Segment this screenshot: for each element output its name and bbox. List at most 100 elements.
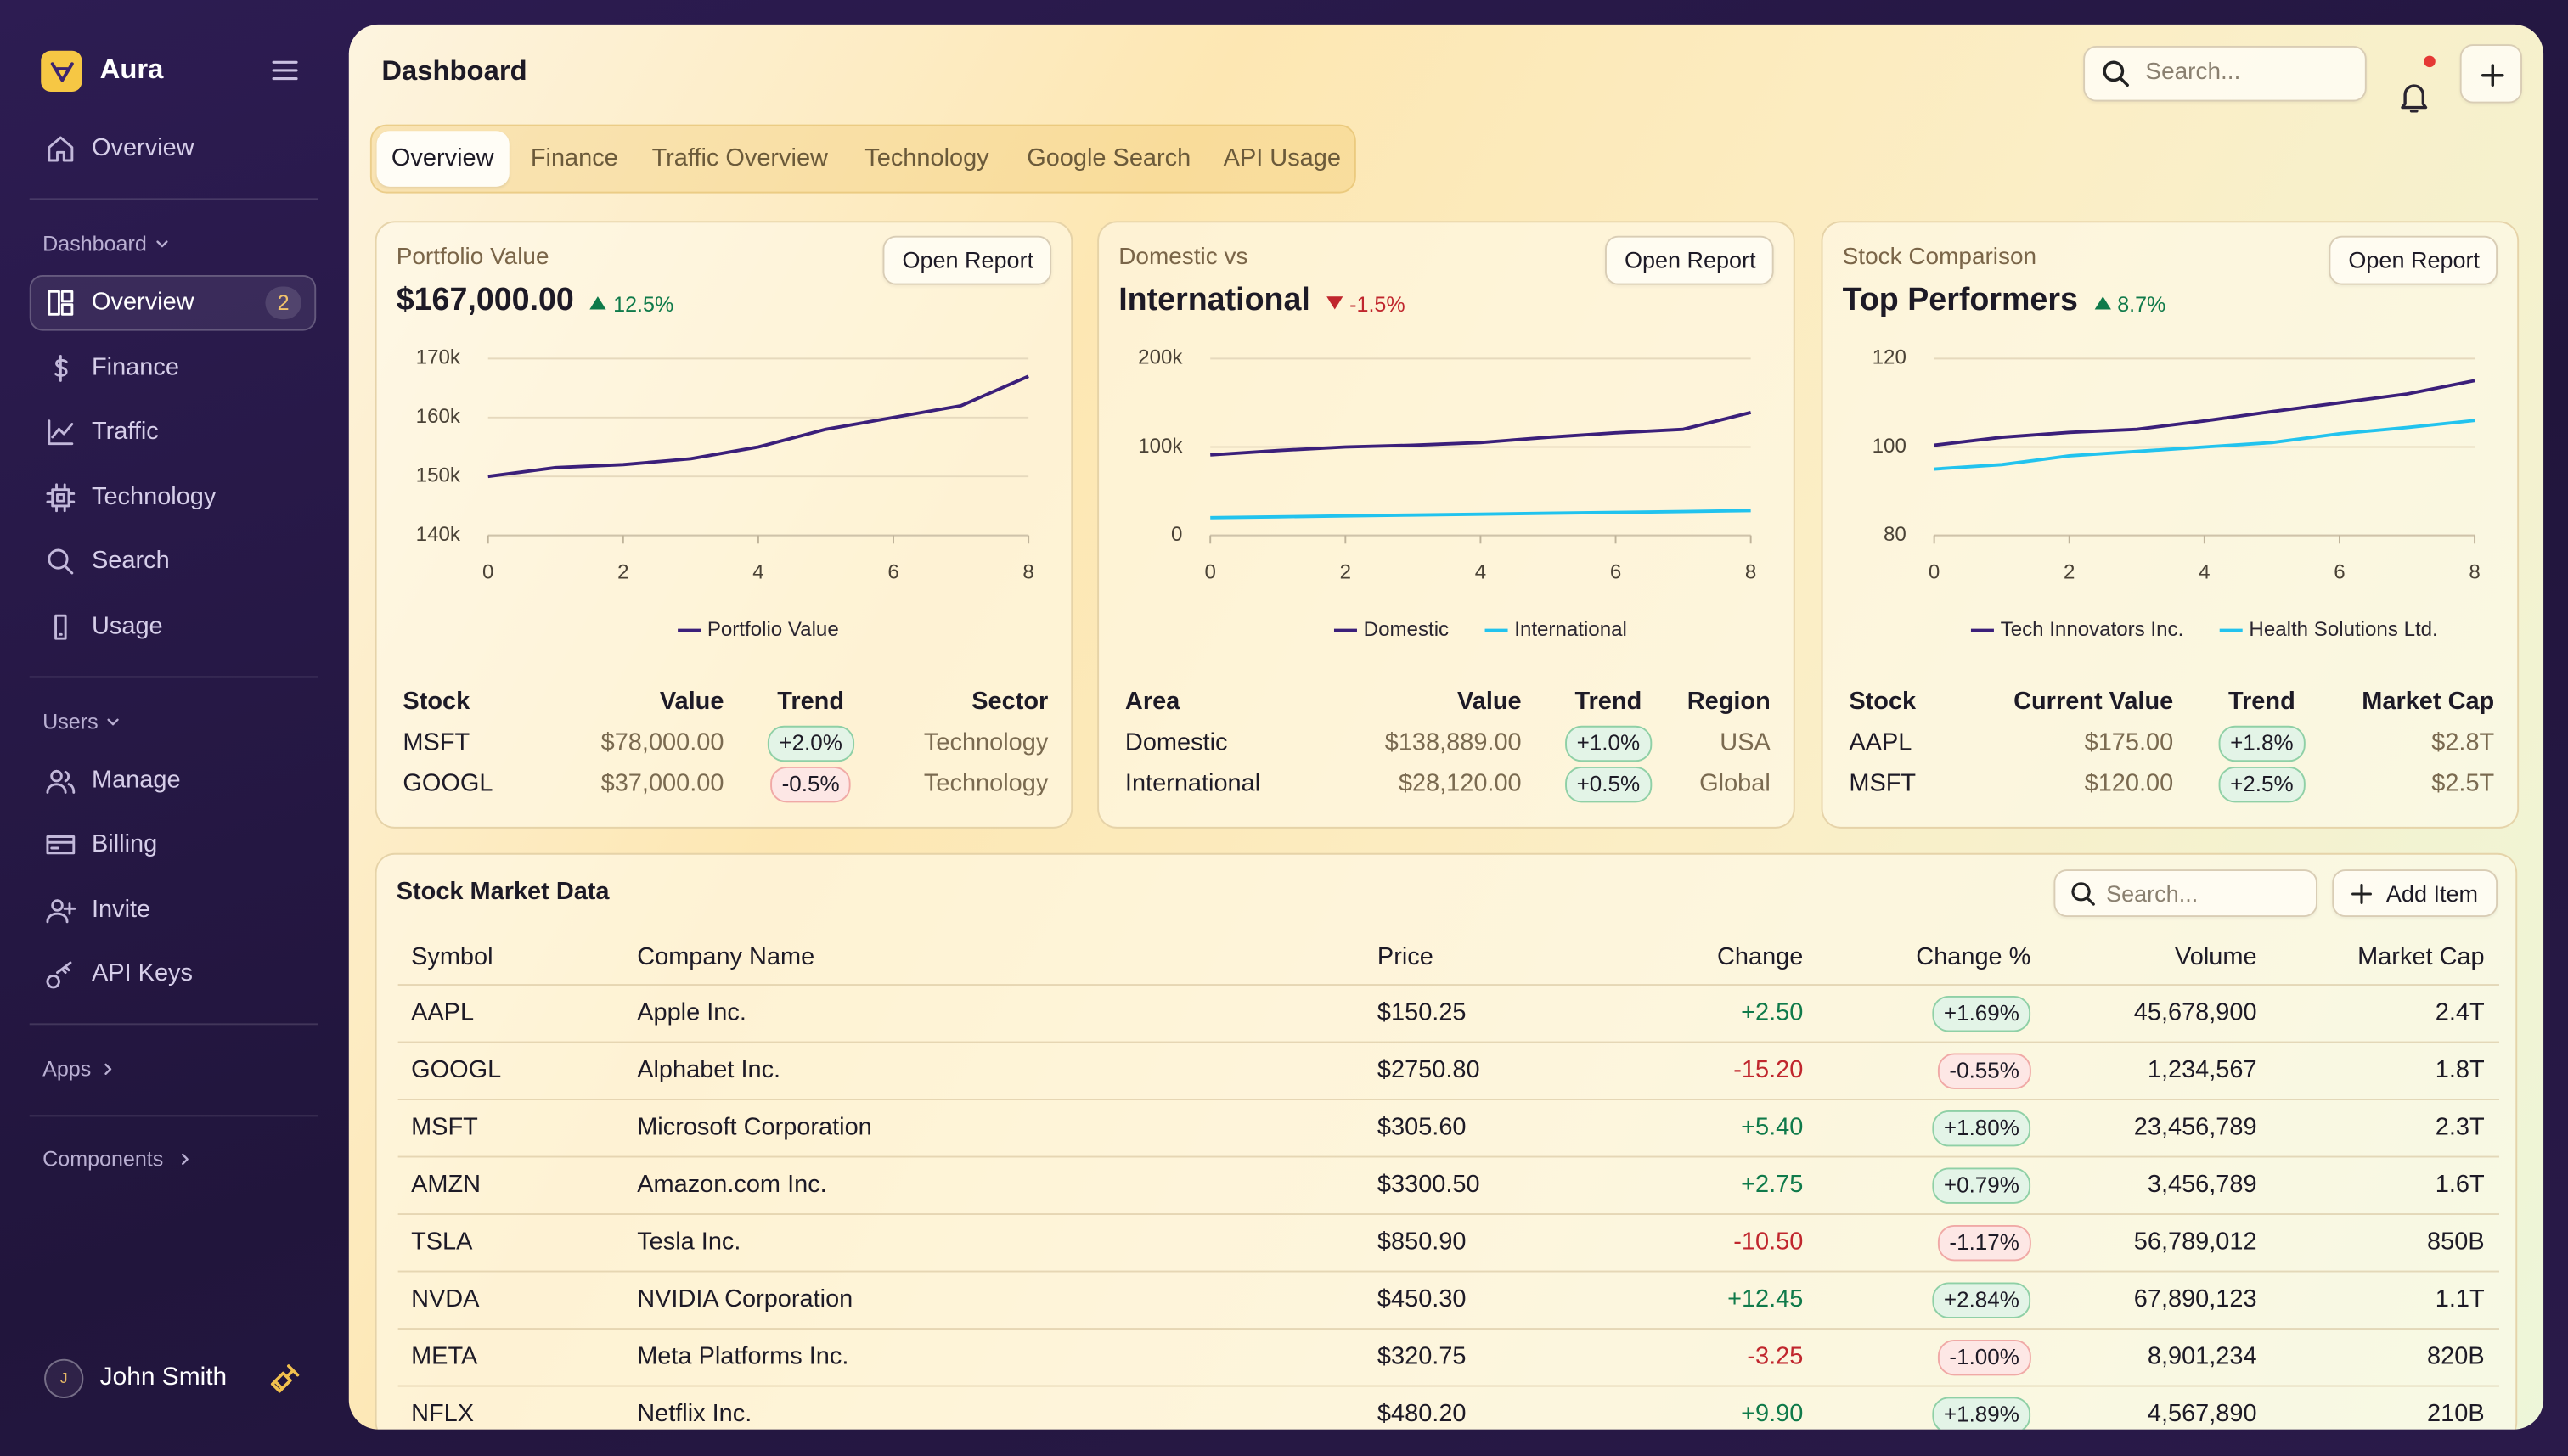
section-label[interactable]: Apps — [42, 1056, 92, 1082]
open-report-button[interactable]: Open Report — [2329, 235, 2498, 285]
table-cell: GOOGL — [411, 1055, 502, 1084]
nav-item[interactable]: Billing — [91, 829, 158, 858]
nav-item[interactable]: Manage — [91, 766, 181, 795]
change-value: 8.7% — [2117, 291, 2166, 317]
table-cell: 210B — [2427, 1399, 2485, 1428]
legend-label: Portfolio Value — [707, 618, 839, 641]
nav-item[interactable]: Search — [91, 547, 170, 575]
nav-item[interactable]: Usage — [91, 612, 163, 641]
kpi-card: Domestic vs International Open Report -1.5%… — [1097, 221, 1795, 829]
kpi-card: Portfolio Value $167,000.00 Open Report 12.… — [374, 221, 1073, 829]
search-icon-path — [2103, 60, 2129, 87]
table-cell: $305.60 — [1377, 1113, 1467, 1142]
table-cell: +5.40 — [1741, 1113, 1804, 1142]
tab[interactable]: Technology — [864, 143, 989, 172]
table-header: Change % — [1916, 942, 2031, 971]
nav-icon-path — [46, 769, 76, 794]
market-search[interactable]: Search... — [2053, 869, 2317, 917]
change-arrow — [590, 296, 607, 310]
chevron — [104, 1063, 112, 1075]
table-cell: NFLX — [411, 1399, 475, 1428]
add-button[interactable] — [2459, 44, 2522, 104]
table-cell: USA — [1720, 728, 1771, 756]
plus-icon-path — [2481, 64, 2504, 87]
table-cell: -3.25 — [1747, 1342, 1804, 1371]
nav-item[interactable]: Overview — [91, 134, 194, 162]
brand-icon — [49, 61, 73, 82]
table-cell: 2.4T — [2435, 998, 2485, 1027]
chevron-path — [104, 1063, 112, 1075]
section-label[interactable]: Components — [42, 1146, 164, 1172]
table-cell: 820B — [2427, 1342, 2485, 1371]
search-icon — [2103, 60, 2129, 87]
add-item-button[interactable]: Add Item — [2332, 869, 2498, 917]
nav-item[interactable]: Traffic — [91, 417, 159, 446]
trend-badge: -0.5% — [770, 767, 852, 802]
legend-label: Domestic — [1364, 618, 1449, 641]
change-arrow-shape — [1326, 296, 1343, 310]
line-chart: 0 100k 200k 0 2 4 6 8 Domestic International — [1138, 346, 1756, 641]
tab[interactable]: Google Search — [1027, 143, 1191, 172]
y-tick-label: 120 — [1872, 346, 1906, 369]
section-label[interactable]: Dashboard — [42, 231, 147, 256]
table-header: Trend — [777, 687, 845, 716]
table-header: Company Name — [637, 942, 815, 971]
header-search[interactable]: Search... — [2083, 45, 2367, 102]
plus-icon — [2481, 64, 2504, 87]
y-tick-label: 150k — [416, 464, 461, 487]
row-divider — [397, 1328, 2499, 1330]
tab[interactable]: Overview — [391, 143, 494, 172]
nav-item[interactable]: Overview — [91, 288, 194, 317]
x-tick-label: 0 — [482, 560, 493, 583]
nav-icon-path — [48, 290, 74, 316]
tab[interactable]: API Usage — [1223, 143, 1341, 172]
nav-item[interactable]: Technology — [91, 482, 217, 511]
plus-icon — [2351, 884, 2372, 904]
tab[interactable]: Traffic Overview — [651, 143, 828, 172]
tab[interactable]: Finance — [530, 143, 618, 172]
open-report-button[interactable]: Open Report — [882, 235, 1052, 285]
legend-label: Tech Innovators Inc. — [2001, 618, 2184, 641]
divider — [29, 676, 318, 678]
x-tick-label: 4 — [1475, 560, 1486, 583]
legend-label: Health Solutions Ltd. — [2249, 618, 2437, 641]
x-tick-label: 0 — [1205, 560, 1216, 583]
table-cell: MSFT — [403, 728, 470, 756]
table-cell: Netflix Inc. — [637, 1399, 752, 1428]
nav-item[interactable]: Invite — [91, 895, 151, 924]
trend-badge: +2.0% — [767, 725, 854, 762]
section-label[interactable]: Users — [42, 709, 99, 734]
table-cell: 23,456,789 — [2133, 1113, 2257, 1142]
nav-icon-path — [46, 899, 76, 924]
change-badge: +1.80% — [1932, 1110, 2031, 1146]
market-title: Stock Market Data — [396, 877, 610, 906]
table-header: Value — [1457, 687, 1522, 716]
table-header: Area — [1124, 687, 1180, 716]
row-divider — [397, 984, 2499, 986]
nav-icon — [48, 548, 74, 575]
table-cell: Meta Platforms Inc. — [637, 1342, 849, 1371]
y-tick-label: 80 — [1884, 523, 1906, 546]
nav-icon-path — [48, 419, 74, 446]
x-tick-label: 4 — [752, 560, 763, 583]
table-cell: +2.50 — [1741, 998, 1804, 1027]
y-tick-label: 100 — [1872, 435, 1906, 458]
table-cell: $37,000.00 — [600, 769, 724, 798]
table-cell: 45,678,900 — [2133, 998, 2257, 1027]
nav-icon — [46, 835, 76, 855]
nav-item[interactable]: API Keys — [91, 959, 193, 987]
nav-icon — [46, 769, 76, 794]
chevron — [182, 1153, 189, 1166]
nav-active-bg — [29, 274, 317, 331]
y-tick-label: 170k — [416, 346, 461, 369]
main-panel: Dashboard Search... Overview Finance Traffic… — [348, 24, 2544, 1430]
x-tick-label: 2 — [1340, 560, 1351, 583]
nav-icon — [48, 290, 74, 316]
table-cell: AAPL — [1849, 728, 1912, 756]
change-arrow — [1326, 296, 1343, 310]
series-line — [1210, 509, 1751, 520]
open-report-button[interactable]: Open Report — [1604, 235, 1774, 285]
table-header: Market Cap — [2362, 687, 2495, 716]
nav-item[interactable]: Finance — [91, 353, 179, 382]
